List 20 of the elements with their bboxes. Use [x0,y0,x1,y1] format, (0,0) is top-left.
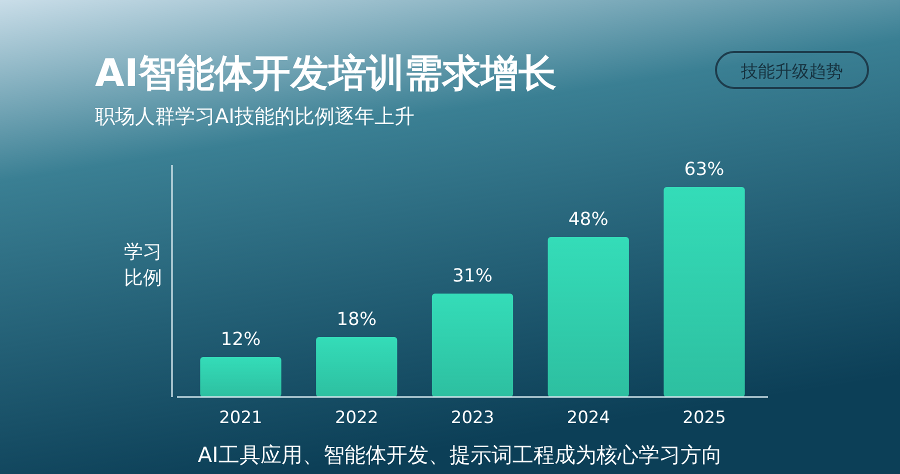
bar [200,357,282,397]
y-axis-title: 学习比例 [124,241,162,289]
bar [432,294,514,397]
data-label: 31% [452,266,493,287]
chart-title: AI智能体开发培训需求增长 [95,51,557,95]
data-label: 12% [220,329,261,350]
data-label: 18% [336,309,377,330]
x-tick-label: 2025 [682,408,726,428]
x-tick-label: 2024 [566,408,610,428]
data-label: 48% [568,209,608,230]
bar [548,237,629,397]
bar [316,337,398,397]
text: 技能升级趋势 [740,62,843,82]
bar [664,187,745,397]
data-label: 63% [684,159,724,180]
chart-subtitle: 职场人群学习AI技能的比例逐年上升 [95,104,415,128]
text: AI工具应用、智能体开发、提示词工程成为核心学习方向 [198,443,722,467]
x-tick-label: 2022 [334,408,378,428]
x-tick-label: 2021 [219,408,262,428]
x-tick-label: 2023 [450,408,494,428]
